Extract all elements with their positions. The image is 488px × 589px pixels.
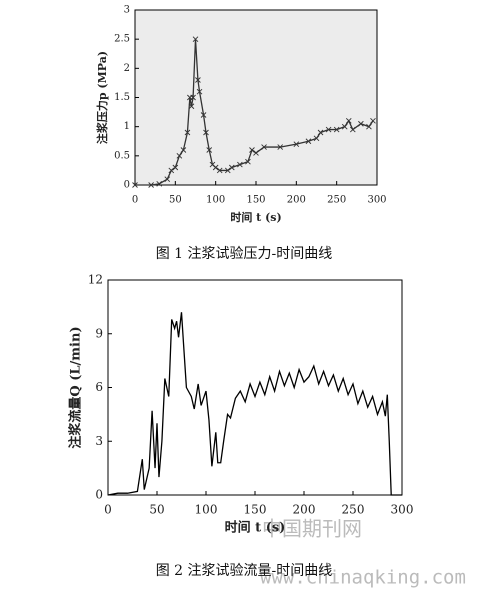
x-tick-label: 300 <box>367 195 386 206</box>
data-point <box>370 118 376 124</box>
x-tick-label: 50 <box>169 195 182 206</box>
data-point <box>156 181 163 187</box>
x-tick-label: 250 <box>327 195 346 206</box>
data-point <box>190 94 196 101</box>
x-tick-label: 250 <box>342 503 365 517</box>
x-tick-label: 200 <box>287 195 306 206</box>
x-tick-label: 100 <box>206 195 225 206</box>
x-tick-label: 0 <box>132 195 138 206</box>
watermark-url: www.chinaqking.com <box>260 567 466 589</box>
data-point <box>168 167 175 174</box>
y-tick-label: 3 <box>95 434 103 448</box>
y-tick-label: 12 <box>88 273 103 287</box>
plot-area <box>107 279 403 496</box>
figure-caption: 图 1 注浆试验压力-时间曲线 <box>156 246 333 262</box>
watermark-cn: 中国期刊网 <box>262 517 362 541</box>
data-point <box>206 147 213 153</box>
y-axis-label: 注浆流量Q (L/min) <box>68 326 84 448</box>
data-point <box>333 126 340 133</box>
data-point <box>224 167 231 174</box>
data-point <box>196 88 203 95</box>
y-tick-label: 1 <box>124 121 130 132</box>
x-axis-label: 时间 t (s) <box>225 520 286 536</box>
y-axis-label: 注浆压力p (MPa) <box>95 51 109 144</box>
data-point <box>305 138 312 145</box>
data-point <box>172 164 179 171</box>
data-point <box>277 144 284 150</box>
y-tick-label: 9 <box>95 326 103 340</box>
data-point <box>293 141 300 147</box>
x-tick-label: 50 <box>149 503 164 517</box>
data-point <box>148 182 154 188</box>
data-point <box>345 118 352 124</box>
x-tick-label: 200 <box>293 503 316 517</box>
y-tick-label: 1.5 <box>114 92 130 103</box>
data-point <box>216 167 223 174</box>
data-point <box>184 129 191 136</box>
data-point <box>341 123 348 130</box>
data-point <box>200 112 207 118</box>
x-tick-label: 150 <box>246 195 265 206</box>
data-point <box>253 150 259 156</box>
data-point <box>188 103 195 110</box>
x-axis-label: 时间 t (s) <box>230 210 281 224</box>
data-point <box>366 123 372 130</box>
data-point <box>203 129 209 136</box>
data-point <box>164 176 171 182</box>
y-tick-label: 6 <box>95 380 103 394</box>
y-tick-label: 3 <box>124 5 130 16</box>
x-tick-label: 300 <box>391 503 414 517</box>
y-tick-label: 2 <box>124 63 130 74</box>
plot-area <box>134 9 378 186</box>
x-tick-label: 150 <box>244 503 267 517</box>
y-tick-label: 0 <box>95 488 103 502</box>
data-point <box>180 147 187 153</box>
data-point <box>245 158 251 165</box>
data-point <box>132 182 138 188</box>
data-point <box>228 164 235 171</box>
data-point <box>176 153 183 159</box>
data-point <box>192 36 199 42</box>
y-tick-label: 2.5 <box>114 34 130 45</box>
data-point <box>325 126 332 133</box>
data-point <box>212 164 219 171</box>
data-point <box>313 135 320 142</box>
data-point <box>261 144 267 150</box>
series-line <box>107 312 402 496</box>
x-tick-label: 100 <box>195 503 218 517</box>
data-point <box>349 126 356 133</box>
x-tick-label: 0 <box>104 503 112 517</box>
data-point <box>195 77 201 83</box>
figure-caption: 图 2 注浆试验流量-时间曲线 <box>156 563 333 579</box>
data-point <box>358 120 364 127</box>
data-point <box>317 129 324 136</box>
data-point <box>249 147 255 153</box>
data-point <box>237 161 243 168</box>
y-tick-label: 0.5 <box>114 150 130 161</box>
y-tick-label: 0 <box>124 180 130 191</box>
